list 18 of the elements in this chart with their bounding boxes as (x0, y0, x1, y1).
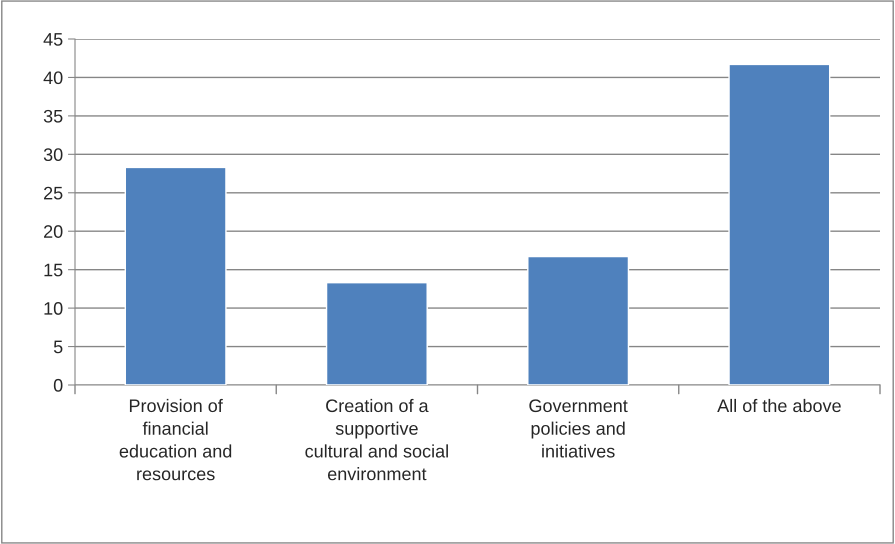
x-tick-label: Creation of a supportive cultural and social environment (305, 398, 448, 480)
y-tick-label: 0 (54, 378, 62, 392)
x-tick-label: All of the above (717, 398, 841, 412)
bar (728, 64, 830, 385)
y-tick-label: 25 (44, 186, 62, 200)
y-tick-label: 5 (54, 340, 62, 354)
y-tick-label: 40 (44, 71, 62, 84)
y-tick-label: 10 (44, 302, 62, 315)
y-tick-label: 15 (44, 264, 62, 276)
bar (527, 256, 630, 385)
x-tick-label: Provision of financial education and resources (120, 398, 232, 480)
x-tick-label: Government policies and initiatives (529, 399, 628, 458)
y-tick-label: 30 (44, 148, 62, 162)
y-tick-label: 20 (44, 225, 62, 238)
y-tick-label: 45 (44, 33, 62, 46)
bar (326, 282, 428, 385)
bar (124, 166, 227, 385)
y-tick-label: 35 (44, 110, 62, 123)
